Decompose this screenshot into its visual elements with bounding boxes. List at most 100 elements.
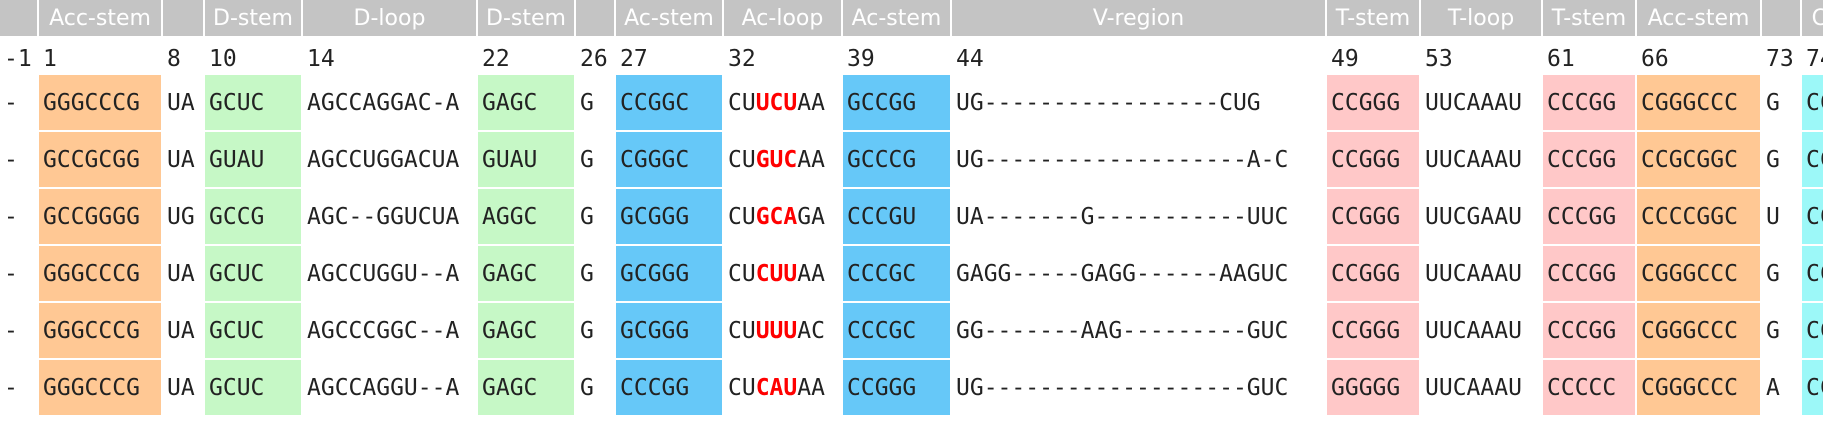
sequence-cell: G xyxy=(576,246,614,303)
anticodon: GUC xyxy=(755,146,798,173)
sequence-cell: GAGC xyxy=(478,246,574,303)
sequence-cell: - xyxy=(0,189,37,246)
sequence-cell: UUCAAAU xyxy=(1421,303,1541,360)
position-number: 27 xyxy=(620,46,648,72)
sequence-cell: G xyxy=(1762,132,1800,189)
sequence-cell: - xyxy=(0,132,37,189)
loop-prefix: CU xyxy=(728,317,756,344)
sequence-cell: UA xyxy=(163,246,203,303)
column-header-blank xyxy=(1762,0,1800,38)
sequence-cell: CCA xyxy=(1802,360,1823,417)
column-header-blank xyxy=(163,0,203,38)
sequence-cell: G xyxy=(1762,246,1800,303)
sequence-cell: CCCGG xyxy=(1543,246,1635,303)
sequence-cell: UUCAAAU xyxy=(1421,132,1541,189)
position-number: 61 xyxy=(1547,46,1575,72)
sequence-cell: GCUC xyxy=(205,246,301,303)
loop-prefix: CU xyxy=(728,260,756,287)
sequence-cell: GCCG xyxy=(205,189,301,246)
sequence-cell: AGCCAGGU--A xyxy=(303,360,476,417)
column-header-t-stem: T-stem xyxy=(1327,0,1419,38)
column-header-ac-stem: Ac-stem xyxy=(843,0,950,38)
sequence-cell: - xyxy=(0,246,37,303)
sequence-cell: - xyxy=(0,303,37,360)
sequence-cell: GAGC xyxy=(478,75,574,132)
sequence-cell: UG xyxy=(163,189,203,246)
sequence-cell: - xyxy=(0,75,37,132)
sequence-cell: GGGCCCG xyxy=(39,246,161,303)
anticodon-loop-cell: CU UCU AA xyxy=(724,75,841,132)
sequence-cell: U xyxy=(1762,189,1800,246)
position-number: 32 xyxy=(728,46,756,72)
position-number: 39 xyxy=(847,46,875,72)
sequence-cell: G xyxy=(576,189,614,246)
sequence-cell: GCUC xyxy=(205,303,301,360)
sequence-cell: CGGGCCC xyxy=(1637,75,1760,132)
sequence-cell: CCA xyxy=(1802,132,1823,189)
sequence-cell: G xyxy=(576,75,614,132)
sequence-cell: CGGGCCC xyxy=(1637,303,1760,360)
sequence-cell: CCA xyxy=(1802,189,1823,246)
column-header-d-stem: D-stem xyxy=(205,0,301,38)
position-number: 74 xyxy=(1806,46,1823,72)
sequence-cell: GCCGGGG xyxy=(39,189,161,246)
position-number: 10 xyxy=(209,46,237,72)
sequence-cell: CCGGG xyxy=(1327,189,1419,246)
sequence-cell: CCCGG xyxy=(1543,303,1635,360)
sequence-cell: G xyxy=(576,132,614,189)
sequence-cell: GAGC xyxy=(478,360,574,417)
sequence-cell: AGC--GGUCUA xyxy=(303,189,476,246)
sequence-cell: G xyxy=(1762,75,1800,132)
sequence-cell: UUCGAAU xyxy=(1421,189,1541,246)
loop-suffix: AA xyxy=(797,260,825,287)
anticodon: CAU xyxy=(755,374,798,401)
sequence-cell: CCA xyxy=(1802,75,1823,132)
sequence-cell: GCCCG xyxy=(843,132,950,189)
anticodon: CUU xyxy=(755,260,798,287)
anticodon-loop-cell: CU GUC AA xyxy=(724,132,841,189)
sequence-cell: CCCGG xyxy=(1543,75,1635,132)
column-header-t-stem: T-stem xyxy=(1543,0,1635,38)
anticodon: UCU xyxy=(755,89,798,116)
sequence-cell: UUCAAAU xyxy=(1421,360,1541,417)
sequence-cell: GCCGCGG xyxy=(39,132,161,189)
sequence-cell: G xyxy=(576,303,614,360)
loop-suffix: AA xyxy=(797,374,825,401)
sequence-cell: G xyxy=(576,360,614,417)
sequence-cell: GCUC xyxy=(205,75,301,132)
position-number: 53 xyxy=(1425,46,1453,72)
position-number: 49 xyxy=(1331,46,1359,72)
sequence-cell: CGGGCCC xyxy=(1637,246,1760,303)
sequence-cell: CCCGG xyxy=(1543,189,1635,246)
sequence-cell: GCGGG xyxy=(616,246,722,303)
sequence-cell: CCA xyxy=(1802,303,1823,360)
anticodon: GCA xyxy=(755,203,798,230)
sequence-cell: CCGGG xyxy=(1327,75,1419,132)
anticodon-loop-cell: CU CAU AA xyxy=(724,360,841,417)
sequence-cell: AGCCAGGAC-A xyxy=(303,75,476,132)
column-header-acc-stem: Acc-stem xyxy=(1637,0,1760,38)
sequence-cell: GGGGG xyxy=(1327,360,1419,417)
sequence-cell: CCGGG xyxy=(1327,246,1419,303)
column-header-v-region: V-region xyxy=(952,0,1325,38)
sequence-cell: AGCCUGGACUA xyxy=(303,132,476,189)
sequence-cell: G xyxy=(1762,303,1800,360)
column-header-d-loop: D-loop xyxy=(303,0,476,38)
loop-suffix: AC xyxy=(797,317,825,344)
position-number: 73 xyxy=(1766,46,1794,72)
position-number: 44 xyxy=(956,46,984,72)
column-header-acc-stem: Acc-stem xyxy=(39,0,161,38)
sequence-cell: CCCCC xyxy=(1543,360,1635,417)
sequence-cell: CCGGG xyxy=(1327,303,1419,360)
loop-prefix: CU xyxy=(728,203,756,230)
sequence-cell: CCGGG xyxy=(1327,132,1419,189)
column-header-t-loop: T-loop xyxy=(1421,0,1541,38)
sequence-cell: CCGGG xyxy=(843,360,950,417)
sequence-cell: UG-----------------CUG xyxy=(952,75,1325,132)
position-number: 66 xyxy=(1641,46,1669,72)
sequence-cell: GGGCCCG xyxy=(39,303,161,360)
sequence-cell: UA-------G-----------UUC xyxy=(952,189,1325,246)
loop-prefix: CU xyxy=(728,89,756,116)
sequence-cell: GGGCCCG xyxy=(39,360,161,417)
